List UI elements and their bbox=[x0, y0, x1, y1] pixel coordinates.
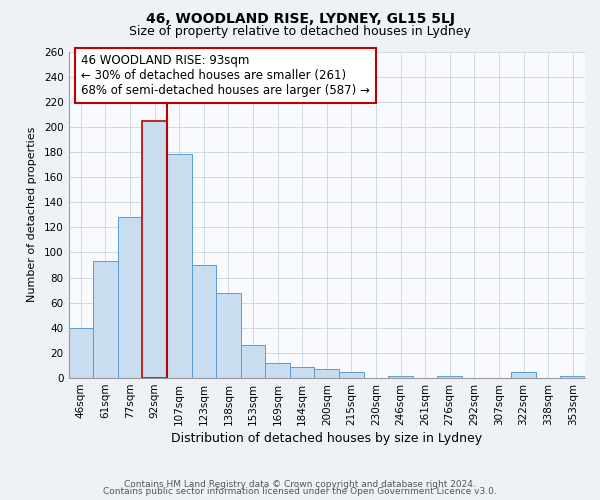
Bar bbox=[437, 376, 462, 378]
Bar bbox=[388, 376, 413, 378]
Bar bbox=[241, 346, 265, 378]
Bar bbox=[290, 367, 314, 378]
Bar bbox=[314, 370, 339, 378]
Bar bbox=[68, 328, 93, 378]
Bar bbox=[511, 372, 536, 378]
Bar bbox=[93, 262, 118, 378]
Text: 46 WOODLAND RISE: 93sqm
← 30% of detached houses are smaller (261)
68% of semi-d: 46 WOODLAND RISE: 93sqm ← 30% of detache… bbox=[81, 54, 370, 97]
Bar bbox=[191, 265, 216, 378]
Text: Size of property relative to detached houses in Lydney: Size of property relative to detached ho… bbox=[129, 25, 471, 38]
Bar bbox=[339, 372, 364, 378]
Text: 46, WOODLAND RISE, LYDNEY, GL15 5LJ: 46, WOODLAND RISE, LYDNEY, GL15 5LJ bbox=[146, 12, 455, 26]
Bar bbox=[560, 376, 585, 378]
X-axis label: Distribution of detached houses by size in Lydney: Distribution of detached houses by size … bbox=[171, 432, 482, 445]
Text: Contains public sector information licensed under the Open Government Licence v3: Contains public sector information licen… bbox=[103, 487, 497, 496]
Bar bbox=[142, 120, 167, 378]
Bar bbox=[265, 363, 290, 378]
Bar bbox=[167, 154, 191, 378]
Text: Contains HM Land Registry data © Crown copyright and database right 2024.: Contains HM Land Registry data © Crown c… bbox=[124, 480, 476, 489]
Y-axis label: Number of detached properties: Number of detached properties bbox=[27, 127, 37, 302]
Bar bbox=[118, 218, 142, 378]
Bar bbox=[216, 292, 241, 378]
